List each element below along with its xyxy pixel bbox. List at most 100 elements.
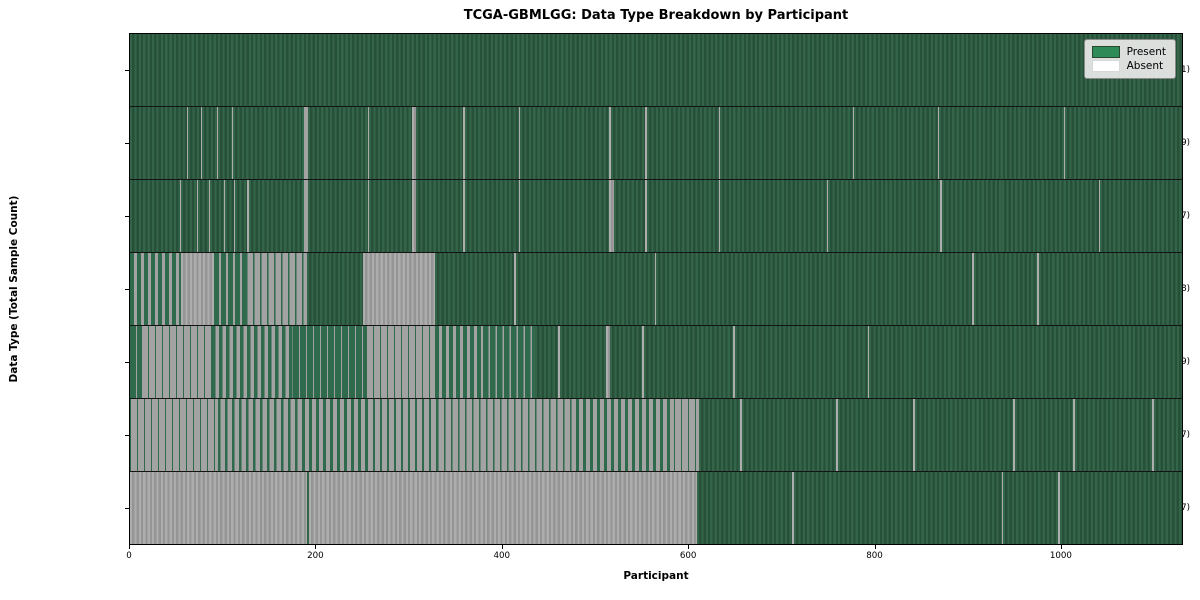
- present-segment: [235, 180, 248, 252]
- y-axis-label: Data Type (Total Sample Count): [8, 102, 20, 383]
- present-segment: [233, 107, 303, 179]
- absent-segment: [1001, 180, 1003, 252]
- mixed-segment: [576, 399, 675, 471]
- present-segment: [1060, 472, 1182, 544]
- mixed-segment: [292, 326, 367, 398]
- absent-segment: [518, 180, 520, 252]
- y-tick-mark: [125, 69, 129, 71]
- present-segment: [224, 180, 235, 252]
- legend-swatch-absent: [1091, 60, 1120, 72]
- x-tick-label: 200: [307, 551, 324, 561]
- absent-segment: [234, 180, 236, 252]
- present-segment: [197, 180, 210, 252]
- present-segment: [973, 253, 1037, 325]
- absent-segment: [411, 180, 417, 252]
- absent-segment: [130, 472, 307, 544]
- absent-segment: [654, 253, 657, 325]
- present-segment: [201, 107, 218, 179]
- mixed-segment: [211, 326, 293, 398]
- absent-segment: [940, 180, 943, 252]
- plot-area: Present Absent: [129, 33, 1183, 545]
- present-segment: [742, 399, 836, 471]
- absent-segment: [609, 180, 614, 252]
- present-segment: [644, 326, 733, 398]
- absent-segment: [645, 107, 648, 179]
- present-segment: [1002, 180, 1100, 252]
- data-row: [130, 398, 1182, 471]
- absent-segment: [867, 326, 870, 398]
- absent-segment: [971, 253, 974, 325]
- mixed-segment: [213, 253, 247, 325]
- present-segment: [559, 326, 607, 398]
- x-tick-labels: 0 200 400 600 800 1000: [126, 545, 1183, 565]
- present-segment: [435, 253, 515, 325]
- x-tick-mark: [129, 545, 130, 549]
- chart-title: TCGA-GBMLGG: Data Type Breakdown by Part…: [463, 8, 849, 23]
- x-tick-label: 0: [126, 551, 132, 561]
- x-axis-label: Participant: [623, 570, 689, 582]
- absent-segment: [186, 107, 188, 179]
- absent-segment: [938, 107, 940, 179]
- present-segment: [519, 107, 609, 179]
- present-segment: [307, 107, 369, 179]
- x-tick-mark: [688, 545, 690, 549]
- data-row: [130, 34, 1182, 106]
- present-segment: [209, 180, 224, 252]
- absent-segment: [209, 180, 210, 252]
- legend: Present Absent: [1083, 39, 1176, 79]
- present-segment: [1154, 399, 1182, 471]
- present-segment: [1038, 253, 1182, 325]
- present-segment: [306, 472, 309, 544]
- present-segment: [130, 34, 1182, 106]
- y-tick-mark: [125, 289, 129, 290]
- present-segment: [519, 180, 609, 252]
- present-segment: [719, 107, 853, 179]
- present-segment: [307, 180, 369, 252]
- present-segment: [130, 180, 181, 252]
- x-tick-label: 400: [493, 551, 511, 561]
- absent-segment: [718, 180, 720, 252]
- absent-segment: [514, 253, 516, 325]
- mixed-segment: [218, 399, 303, 471]
- present-segment: [1003, 472, 1059, 544]
- present-segment: [306, 253, 363, 325]
- present-segment: [869, 326, 1182, 398]
- absent-segment: [1012, 399, 1015, 471]
- absent-segment: [217, 107, 219, 179]
- absent-segment: [196, 180, 198, 252]
- absent-segment: [913, 399, 916, 471]
- present-segment: [369, 180, 412, 252]
- y-axis-label-text: Data Type (Total Sample Count): [8, 195, 20, 383]
- data-row: [130, 471, 1182, 544]
- present-segment: [647, 180, 719, 252]
- present-segment: [181, 180, 197, 252]
- present-segment: [699, 399, 741, 471]
- absent-segment: [740, 399, 743, 471]
- absent-segment: [1152, 399, 1155, 471]
- mixed-segment: [302, 107, 308, 179]
- present-segment: [534, 326, 558, 398]
- absent-segment: [852, 107, 854, 179]
- absent-segment: [368, 107, 370, 179]
- present-segment: [734, 326, 868, 398]
- x-tick-label: 1000: [1049, 551, 1072, 561]
- legend-entry: Present: [1091, 46, 1166, 58]
- present-segment: [719, 180, 827, 252]
- absent-segment: [1001, 472, 1004, 544]
- absent-segment: [368, 180, 370, 252]
- present-segment: [416, 180, 463, 252]
- present-segment: [1100, 180, 1182, 252]
- absent-segment: [1073, 399, 1076, 471]
- data-row: [130, 106, 1182, 179]
- absent-segment: [1058, 472, 1061, 544]
- mixed-segment: [674, 399, 700, 471]
- present-segment: [647, 107, 719, 179]
- present-segment: [1014, 399, 1074, 471]
- present-segment: [609, 326, 642, 398]
- absent-segment: [247, 180, 250, 252]
- present-segment: [416, 107, 463, 179]
- data-row: [130, 325, 1182, 398]
- absent-segment: [362, 253, 436, 325]
- absent-segment: [232, 107, 234, 179]
- absent-segment: [641, 326, 645, 398]
